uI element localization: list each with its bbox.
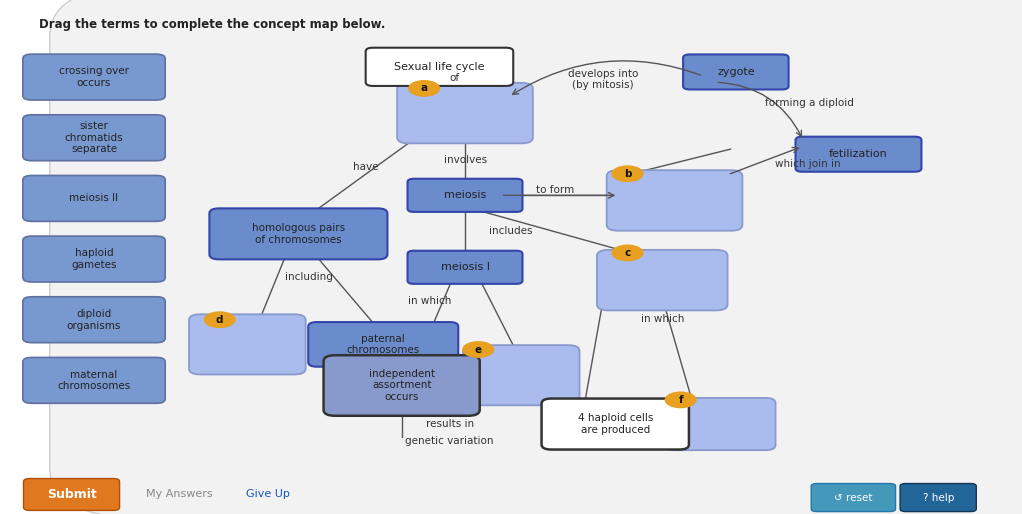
Text: fetilization: fetilization bbox=[829, 149, 888, 159]
Text: meiosis I: meiosis I bbox=[440, 262, 490, 272]
FancyBboxPatch shape bbox=[408, 179, 522, 212]
FancyBboxPatch shape bbox=[398, 83, 532, 143]
FancyBboxPatch shape bbox=[22, 236, 166, 282]
Circle shape bbox=[612, 166, 643, 181]
Text: 4 haploid cells
are produced: 4 haploid cells are produced bbox=[577, 413, 653, 435]
FancyBboxPatch shape bbox=[309, 322, 458, 366]
FancyBboxPatch shape bbox=[22, 357, 166, 403]
Text: Sexual life cycle: Sexual life cycle bbox=[394, 62, 484, 72]
Circle shape bbox=[612, 245, 643, 261]
Text: ? help: ? help bbox=[923, 492, 954, 503]
FancyBboxPatch shape bbox=[542, 398, 689, 450]
Circle shape bbox=[204, 312, 235, 327]
FancyBboxPatch shape bbox=[683, 54, 789, 89]
Text: genetic variation: genetic variation bbox=[406, 436, 494, 446]
FancyBboxPatch shape bbox=[597, 250, 728, 310]
Text: My Answers: My Answers bbox=[145, 489, 213, 500]
FancyBboxPatch shape bbox=[22, 297, 166, 343]
FancyBboxPatch shape bbox=[811, 484, 895, 511]
Text: sister
chromatids
separate: sister chromatids separate bbox=[64, 121, 124, 154]
Text: d: d bbox=[216, 315, 224, 325]
Text: zygote: zygote bbox=[717, 67, 754, 77]
Text: haploid
gametes: haploid gametes bbox=[72, 248, 117, 270]
Text: which join in: which join in bbox=[775, 159, 840, 170]
FancyBboxPatch shape bbox=[22, 115, 166, 161]
Text: results in: results in bbox=[425, 419, 474, 429]
Text: forming a diploid: forming a diploid bbox=[765, 98, 853, 108]
Text: paternal
chromosomes: paternal chromosomes bbox=[346, 334, 420, 355]
Text: including: including bbox=[285, 271, 332, 282]
Text: homologous pairs
of chromosomes: homologous pairs of chromosomes bbox=[251, 223, 345, 245]
Text: Give Up: Give Up bbox=[246, 489, 289, 500]
Text: meiosis II: meiosis II bbox=[69, 193, 119, 204]
Text: meiosis: meiosis bbox=[444, 190, 486, 200]
Text: diploid
organisms: diploid organisms bbox=[66, 309, 122, 331]
FancyBboxPatch shape bbox=[408, 251, 522, 284]
Text: f: f bbox=[679, 395, 683, 405]
FancyBboxPatch shape bbox=[795, 137, 922, 172]
Text: maternal
chromosomes: maternal chromosomes bbox=[57, 370, 131, 391]
Text: includes: includes bbox=[490, 226, 532, 236]
FancyBboxPatch shape bbox=[463, 345, 579, 406]
FancyBboxPatch shape bbox=[324, 355, 479, 416]
Text: to form: to form bbox=[536, 185, 574, 195]
Text: in which: in which bbox=[408, 296, 451, 306]
Text: ↺ reset: ↺ reset bbox=[834, 492, 873, 503]
Text: Submit: Submit bbox=[47, 488, 96, 501]
FancyBboxPatch shape bbox=[665, 398, 776, 450]
FancyBboxPatch shape bbox=[210, 208, 387, 260]
Text: a: a bbox=[421, 83, 427, 94]
FancyBboxPatch shape bbox=[24, 479, 120, 510]
Text: develops into
(by mitosis): develops into (by mitosis) bbox=[568, 69, 638, 90]
Text: crossing over
occurs: crossing over occurs bbox=[59, 66, 129, 88]
FancyBboxPatch shape bbox=[22, 175, 166, 222]
Text: b: b bbox=[623, 169, 632, 179]
Text: in which: in which bbox=[641, 314, 684, 324]
Circle shape bbox=[665, 392, 696, 408]
FancyBboxPatch shape bbox=[22, 54, 166, 100]
Text: of: of bbox=[450, 73, 460, 83]
Text: c: c bbox=[624, 248, 631, 258]
FancyBboxPatch shape bbox=[366, 48, 513, 86]
Circle shape bbox=[463, 342, 494, 357]
Text: independent
assortment
occurs: independent assortment occurs bbox=[369, 369, 434, 402]
FancyBboxPatch shape bbox=[50, 0, 1022, 514]
Text: e: e bbox=[475, 344, 481, 355]
Text: have: have bbox=[354, 162, 378, 172]
FancyBboxPatch shape bbox=[189, 314, 306, 375]
Text: involves: involves bbox=[445, 155, 487, 166]
Circle shape bbox=[409, 81, 439, 96]
FancyBboxPatch shape bbox=[607, 170, 742, 231]
Text: Drag the terms to complete the concept map below.: Drag the terms to complete the concept m… bbox=[39, 18, 385, 31]
FancyBboxPatch shape bbox=[900, 484, 976, 511]
